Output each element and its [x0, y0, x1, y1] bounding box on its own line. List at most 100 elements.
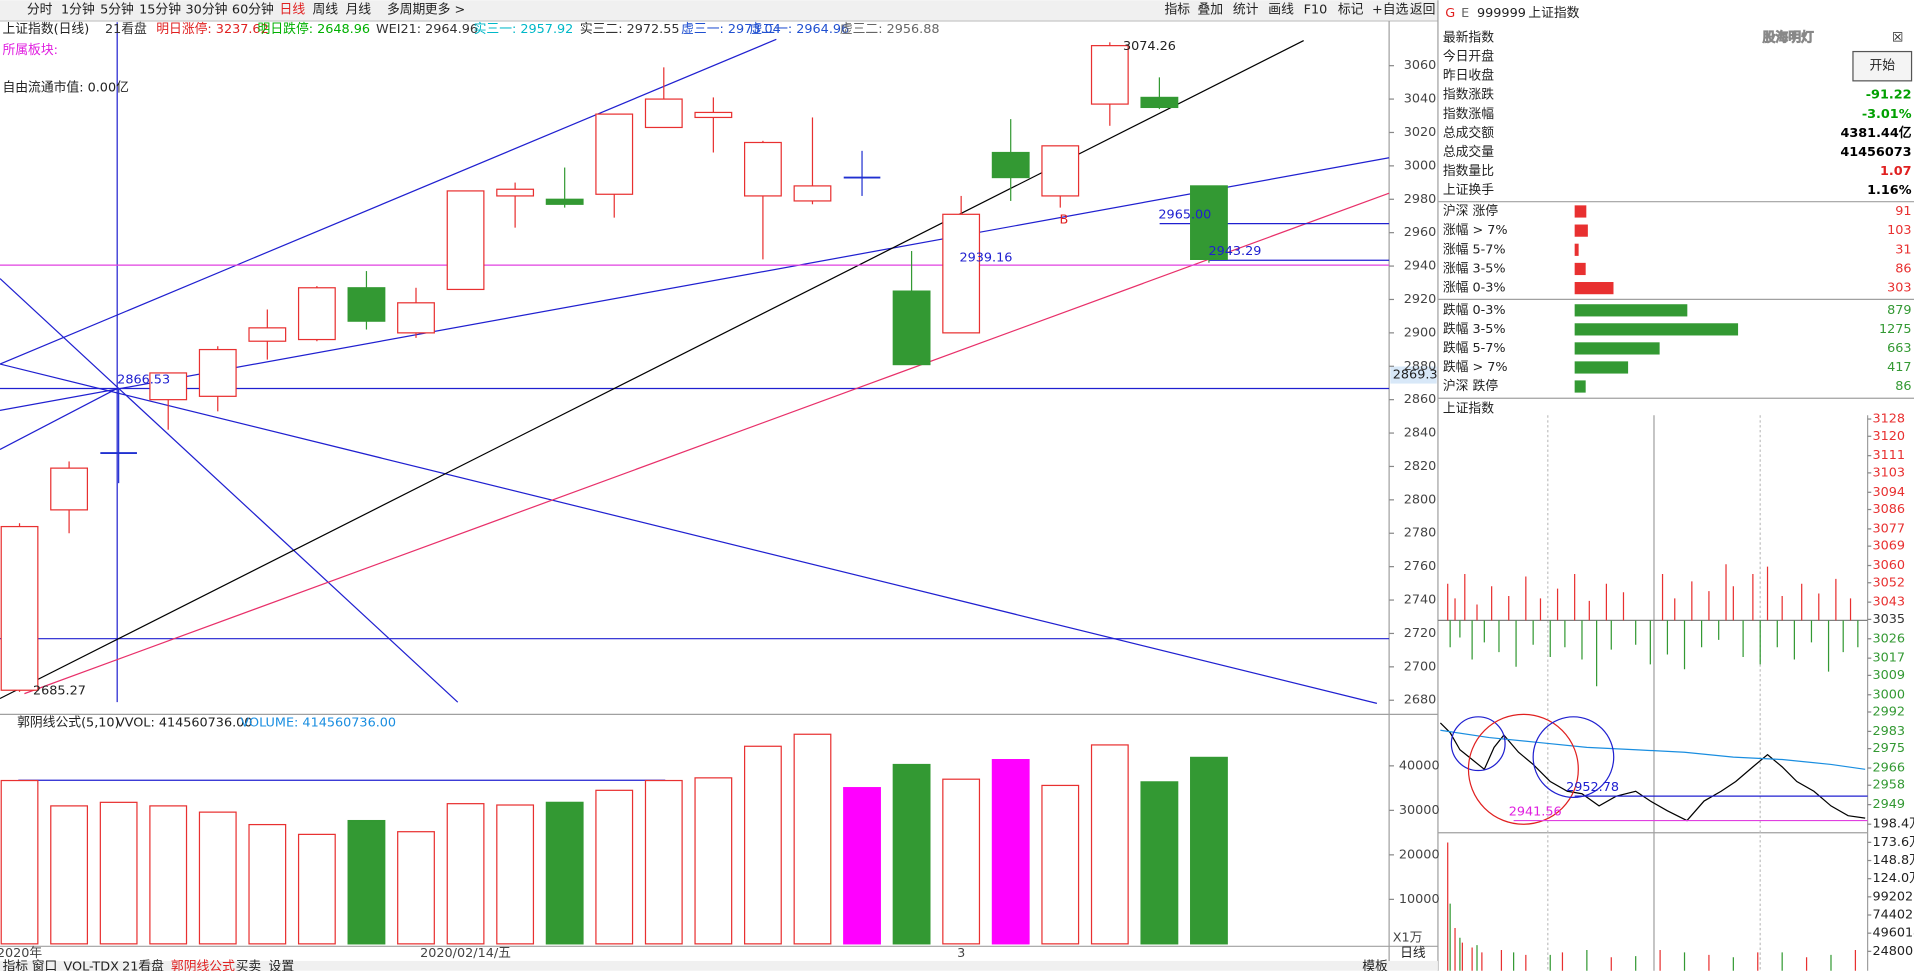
candle-body [694, 111, 733, 119]
volume-bar [248, 823, 287, 945]
stat-label: 指数涨幅 [1443, 107, 1494, 122]
volume-bar [743, 745, 782, 945]
stat-label: 指数量比 [1443, 164, 1494, 179]
toolbar-item[interactable]: F10 [1304, 3, 1328, 18]
y-tick-label: 2680 [1404, 693, 1437, 708]
y-tick-label: 2900 [1404, 325, 1437, 340]
intraday-price-line [1439, 722, 1866, 822]
tab[interactable]: VOL-TDX [63, 960, 119, 971]
y-tick-label: 2820 [1404, 459, 1437, 474]
toolbar-item[interactable]: 叠加 [1197, 3, 1223, 18]
tab[interactable]: 指标 [2, 960, 28, 971]
distribution-label: 跌幅 5-7% [1443, 340, 1506, 356]
toolbar-item[interactable]: 周线 [312, 3, 338, 18]
distribution-bar [1574, 361, 1629, 374]
y-tick-label: 2860 [1404, 392, 1437, 407]
toolbar-item[interactable]: 分时 [27, 3, 53, 18]
stat-value: 1.07 [1880, 164, 1912, 179]
overlay-title: 股海明灯 [1763, 30, 1814, 46]
y-tick-label: 2949 [1872, 797, 1905, 812]
toolbar-item[interactable]: 统计 [1233, 3, 1259, 18]
y-tick-label: 248007 [1872, 944, 1914, 959]
volume-bar [99, 801, 138, 945]
candle-body [496, 188, 535, 197]
tab[interactable]: 21看盘 [122, 959, 164, 971]
volume-label: VOLUME: 414560736.00 [240, 715, 396, 730]
volume-bar [1041, 784, 1080, 945]
y-tick-label: 3040 [1404, 92, 1437, 107]
toolbar-item[interactable]: 1分钟 [61, 2, 95, 18]
tab[interactable]: 设置 [269, 960, 295, 971]
annotation: 2939.16 [959, 250, 1012, 265]
y-tick-label: 198.4万 [1872, 817, 1914, 832]
distribution-bar [1574, 205, 1587, 218]
y-tick-label: 2720 [1404, 626, 1437, 641]
stat-label: 上证换手 [1443, 183, 1494, 198]
stat-value: -3.01% [1862, 107, 1912, 122]
volume-bar [793, 733, 832, 945]
toolbar-item[interactable]: 多周期 [387, 3, 425, 18]
drawing-line [0, 40, 1304, 700]
distribution-value: 91 [1895, 204, 1911, 219]
y-tick-label: 3111 [1872, 448, 1905, 463]
intraday-volume [1449, 903, 1832, 971]
candle-body [793, 185, 832, 202]
tab[interactable]: 模板 [1362, 960, 1388, 971]
tab[interactable]: 窗口 [32, 960, 58, 971]
toolbar-item[interactable]: 60分钟 [232, 2, 274, 18]
float-value: 自由流通市值: 0.00亿 [2, 80, 128, 96]
candle-body [942, 213, 981, 334]
distribution-label: 跌幅 > 7% [1443, 359, 1508, 375]
distribution-value: 879 [1887, 303, 1911, 318]
annotation: 2685.27 [33, 684, 86, 699]
y-tick-label: 3026 [1872, 631, 1905, 646]
candle-body [297, 287, 336, 341]
start-button-label[interactable]: 开始 [1869, 59, 1895, 74]
toolbar-item[interactable]: 指标 [1165, 3, 1191, 18]
y-tick-label: 2840 [1404, 426, 1437, 441]
candle-body [892, 290, 931, 366]
toolbar-item[interactable]: +自选 [1372, 3, 1409, 18]
y-tick-label: 3120 [1872, 429, 1905, 444]
toolbar-item[interactable]: 标记 [1338, 3, 1364, 18]
stat-label: 总成交额 [1443, 125, 1494, 141]
toolbar-item[interactable]: 30分钟 [186, 2, 228, 18]
indicator: 虚三一: 2973.04 [681, 22, 781, 37]
start-button[interactable] [1852, 50, 1913, 82]
distribution-label: 涨幅 > 7% [1443, 223, 1508, 238]
candle-body [198, 348, 237, 397]
toolbar-item[interactable]: 日线 [280, 3, 306, 18]
intraday-volume [1447, 842, 1857, 971]
toolbar-item[interactable]: 更多 > [425, 3, 465, 18]
annotation: 3074.26 [1123, 39, 1176, 54]
intraday-title: 上证指数 [1443, 402, 1494, 417]
toolbar-item[interactable]: 15分钟 [139, 2, 181, 18]
toolbar-item[interactable]: 画线 [1268, 3, 1294, 18]
candle-body [50, 467, 89, 511]
indicator: 实三一: 2957.92 [474, 22, 574, 37]
overlay-close[interactable]: ☒ [1892, 31, 1903, 46]
volume-bar [198, 811, 237, 945]
distribution-label: 涨幅 5-7% [1443, 242, 1506, 257]
tab-bar [0, 960, 1438, 971]
drawing-line [24, 192, 1390, 695]
toolbar-item[interactable]: 5分钟 [100, 2, 134, 18]
tab[interactable]: 郭阴线公式 [171, 959, 235, 971]
annotation: 2943.29 [1208, 244, 1261, 259]
y-tick-label: 3103 [1872, 465, 1905, 480]
y-tick-label: 148.8万 [1872, 853, 1914, 868]
distribution-value: 1275 [1879, 322, 1912, 337]
volume-bar [397, 831, 435, 945]
drawing-line [0, 387, 118, 451]
intraday-down-ticks [1449, 620, 1859, 687]
annotation: 2965.00 [1158, 208, 1211, 223]
y-tick-label: 30000 [1399, 803, 1440, 818]
indicator: 虚二一: 2964.96 [749, 22, 849, 37]
toolbar-item[interactable]: 返回 [1410, 3, 1436, 18]
tab[interactable]: 买卖 [236, 960, 262, 971]
toolbar-item[interactable]: 月线 [345, 3, 371, 18]
y-tick-label: 496014 [1872, 926, 1914, 941]
y-tick-label: 3060 [1872, 558, 1905, 573]
